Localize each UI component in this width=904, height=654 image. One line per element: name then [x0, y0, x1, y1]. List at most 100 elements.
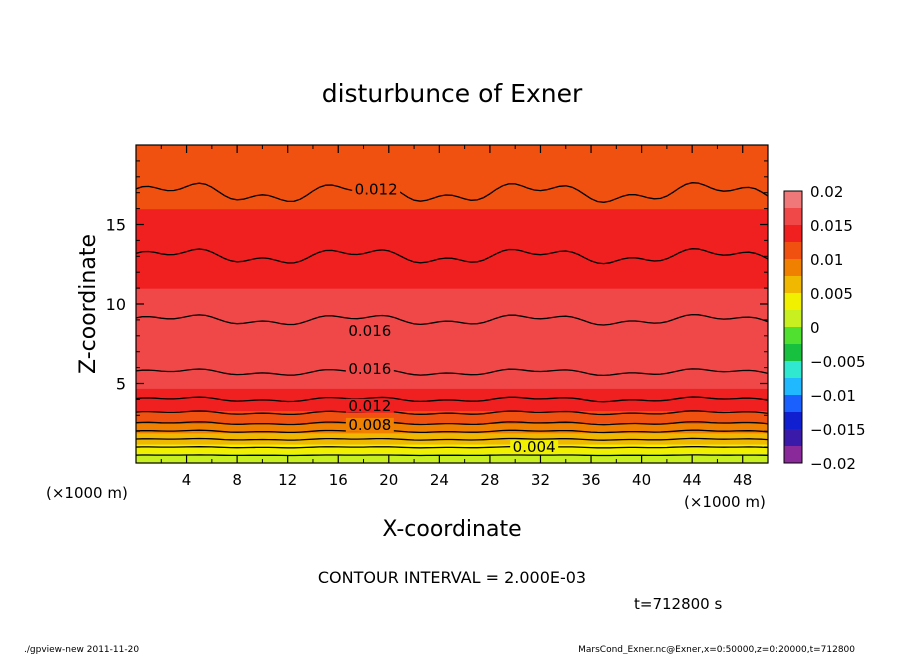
contour-fill-band: [136, 265, 768, 269]
contour-fill-band: [136, 332, 768, 335]
contour-fill-band: [136, 149, 768, 152]
contour-fill-band: [136, 397, 768, 400]
contour-label-gap: [510, 440, 559, 455]
contour-fill-band: [136, 253, 768, 256]
contour-fill-band: [136, 420, 768, 423]
x-axis-label: X-coordinate: [382, 517, 521, 542]
contour-fill-band: [136, 366, 768, 369]
contour-fill-band: [136, 458, 768, 461]
contour-line: [135, 368, 769, 377]
contour-fills: [136, 145, 768, 464]
contour-fill-band: [136, 337, 768, 340]
contour-fill-band: [136, 456, 768, 459]
contour-fill-band: [136, 199, 768, 202]
contour-fill-band: [136, 402, 768, 405]
contour-fill-band: [136, 172, 768, 175]
colorbar-segment: [784, 412, 802, 430]
contour-fill-band: [136, 310, 768, 313]
contour-fill-band: [136, 269, 768, 272]
contour-fill-band: [136, 315, 768, 318]
contour-fill-band: [136, 267, 768, 270]
contour-fill-band: [136, 323, 768, 326]
colorbar: 0.02 0.015 0.01 0.005 0 −0.005 −0.01 −0.015 −0.0…: [783, 183, 866, 473]
contour-fill-band: [136, 396, 768, 399]
contour-fill-band: [136, 388, 768, 391]
contour-fill-band: [136, 327, 768, 331]
contour-fill-band: [136, 445, 768, 448]
contour-label-gap: [345, 398, 394, 413]
colorbar-segment: [784, 361, 802, 379]
contour-fill-band: [136, 302, 768, 305]
contour-fill-band: [136, 237, 768, 240]
contour-fill-band: [136, 165, 768, 168]
contour-fill-band: [136, 160, 768, 164]
contour-fill-band: [136, 178, 768, 181]
contour-fill-band: [136, 308, 768, 311]
contour-fill-band: [136, 226, 768, 229]
contour-fill-band: [136, 297, 768, 300]
contour-line: [135, 410, 769, 416]
contour-fill-band: [136, 216, 768, 219]
contour-fill-band: [136, 415, 768, 418]
contour-fill-band: [136, 218, 768, 221]
contour-fill-band: [136, 316, 768, 319]
contour-fill-band: [136, 288, 768, 291]
contour-fill-band: [136, 270, 768, 273]
contour-fill-band: [136, 405, 768, 408]
contour-fill-band: [136, 434, 768, 437]
contour-fill-band: [136, 210, 768, 213]
contour-fill-band: [136, 354, 768, 358]
contour-fill-band: [136, 276, 768, 280]
contour-fill-band: [136, 176, 768, 179]
y-tick-label: 5: [116, 375, 126, 394]
x-tick-label: 28: [480, 471, 499, 489]
contour-label: 0.004: [513, 438, 556, 456]
contour-line: [135, 182, 769, 203]
contour-fill-band: [136, 389, 768, 393]
contour-fill-band: [136, 289, 768, 292]
colorbar-tick-label: 0.005: [810, 285, 853, 303]
contour-fill-band: [136, 208, 768, 211]
contour-fill-band: [136, 294, 768, 297]
contour-fill-band: [136, 291, 768, 294]
contour-fill-band: [136, 207, 768, 210]
contour-fill-band: [136, 221, 768, 224]
contour-fill-band: [136, 356, 768, 359]
contour-fill-band: [136, 343, 768, 346]
contour-fill-band: [136, 335, 768, 338]
contour-fill-band: [136, 280, 768, 283]
contour-fill-band: [136, 157, 768, 160]
contour-fill-band: [136, 224, 768, 227]
contour-fill-band: [136, 229, 768, 232]
contour-label-gap: [352, 182, 401, 197]
contour-fill-band: [136, 245, 768, 248]
contour-fill-band: [136, 391, 768, 394]
colorbar-tick-label: 0.015: [810, 217, 853, 235]
contour-fill-band: [136, 154, 768, 157]
contour-fill-band: [136, 448, 768, 451]
contour-fill-band: [136, 214, 768, 218]
contour-fill-band: [136, 272, 768, 275]
contour-fill-band: [136, 203, 768, 207]
contour-fill-band: [136, 348, 768, 351]
contour-label: 0.016: [348, 322, 391, 340]
x-tick-label: 16: [329, 471, 348, 489]
contour-fill-band: [136, 202, 768, 205]
contour-fill-band: [136, 429, 768, 432]
contour-fill-band: [136, 364, 768, 367]
y-axis: 5 10 15: [106, 160, 768, 448]
contour-fill-band: [136, 264, 768, 267]
contour-interval-text: CONTOUR INTERVAL = 2.000E-03: [318, 568, 586, 587]
contour-fill-band: [136, 342, 768, 345]
contour-fill-band: [136, 400, 768, 404]
colorbar-segment: [784, 344, 802, 362]
y-axis-label: Z-coordinate: [76, 234, 101, 374]
contour-fill-band: [136, 146, 768, 149]
contour-fill-band: [136, 300, 768, 304]
contour-fill-band: [136, 261, 768, 264]
colorbar-tick-label: −0.01: [810, 387, 856, 405]
contour-fill-band: [136, 164, 768, 167]
colorbar-segment: [784, 293, 802, 311]
contour-line: [135, 437, 769, 441]
